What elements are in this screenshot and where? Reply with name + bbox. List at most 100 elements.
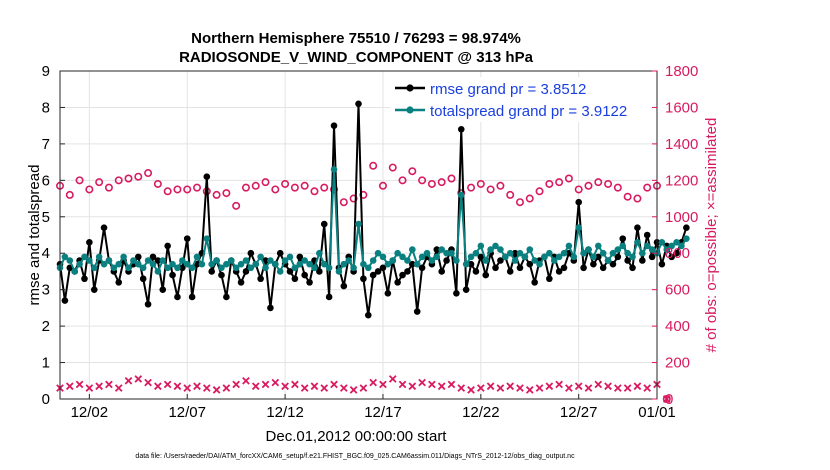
rmse-point [169,271,176,279]
spread-point [281,257,289,264]
rmse-point [555,268,563,275]
spread-point [76,260,83,268]
spread-point [301,257,308,264]
obs-assimilated-marker [476,384,485,392]
obs-possible-marker [114,176,123,185]
rmse-point [546,275,553,283]
spread-point [169,260,176,268]
spread-point [320,260,328,268]
spread-point [506,249,514,257]
obs-possible-marker [467,183,476,192]
obs-assimilated-marker [242,376,250,385]
obs-assimilated-stroke [604,382,612,391]
rmse-point [144,300,152,308]
spread-point [663,246,671,253]
obs-possible-marker [584,181,593,190]
rmse-point [139,275,147,283]
rmse-point [276,249,284,257]
rmse-point [267,304,274,312]
obs-assimilated-stroke [545,382,554,391]
obs-assimilated-stroke [565,384,573,392]
rmse-point [624,257,631,264]
obs-possible-marker [95,178,104,187]
obs-assimilated-stroke [408,382,417,391]
spread-point [174,264,181,272]
obs-possible-marker [643,183,652,192]
obs-assimilated-marker [388,375,397,383]
spread-point [438,246,445,253]
rmse-point [453,290,460,297]
spread-point [384,260,392,268]
rmse-point [286,268,294,275]
spread-point [467,253,475,261]
obs-possible-marker [388,163,397,172]
x-tick-label: 12/12 [266,404,304,421]
spread-point [502,253,509,261]
obs-assimilated-stroke [261,380,270,389]
footnote-datafile: data file: /Users/raeder/DAI/ATM_forcXX/… [135,453,575,460]
obs-possible-marker [408,167,417,176]
rmse-point [404,268,411,275]
spread-point [252,260,260,268]
spread-point [286,253,294,261]
obs-assimilated-stroke [643,384,652,392]
obs-assimilated-stroke [291,380,299,389]
obs-assimilated-marker [359,384,368,392]
left-axis-label: rmse and totalspread [26,165,43,306]
obs-possible-marker [320,183,329,192]
x-tick-label: 12/07 [168,404,206,421]
obs-assimilated-marker [437,382,446,391]
spread-point [497,246,504,253]
spread-point [276,268,284,275]
obs-possible-marker [124,174,133,183]
x-axis-label: Dec.01,2012 00:00:00 start [266,428,448,445]
obs-possible-marker [241,183,250,192]
rmse-point [340,282,348,290]
spread-point [179,257,186,264]
obs-possible-marker [144,169,153,178]
obs-assimilated-marker [202,384,211,392]
obs-possible-marker [486,185,495,194]
obs-assimilated-marker [408,382,417,391]
spread-point [61,253,69,261]
right-tick-label: 200 [665,355,690,372]
obs-assimilated-stroke [535,384,544,392]
left-tick-label: 1 [42,355,50,372]
spread-point [404,257,411,264]
plot-frame [59,70,658,400]
spread-point [433,253,441,261]
spread-point [100,260,108,268]
obs-possible-marker [183,185,192,194]
x-tick-label: 01/01 [638,404,676,421]
obs-assimilated-marker [222,384,231,392]
obs-assimilated-stroke [506,382,515,391]
rmse-point [580,264,587,272]
rmse-point [218,271,225,279]
rmse-point [506,268,514,275]
spread-point [379,253,387,261]
right-tick-label: 1600 [665,99,698,116]
spread-point [86,257,93,264]
rmse-point [594,253,602,261]
left-tick-label: 0 [42,391,50,408]
obs-assimilated-stroke [65,382,74,391]
rmse-point [364,311,372,319]
obs-assimilated-stroke [359,384,368,392]
spread-point [242,257,250,264]
spread-point [139,264,147,272]
chart-title-line1: Northern Hemisphere 75510 / 76293 = 98.9… [191,30,521,47]
obs-assimilated-marker [183,384,192,392]
obs-assimilated-stroke [633,382,642,391]
rmse-point [511,249,519,257]
obs-assimilated-marker [320,384,329,392]
left-tick-label: 7 [42,136,50,153]
obs-possible-marker [545,179,554,188]
rmse-point [639,257,646,264]
obs-possible-marker [85,185,94,194]
obs-assimilated-marker [614,384,622,392]
obs-assimilated-stroke [281,382,289,391]
left-tick-label: 3 [42,282,50,299]
obs-possible-marker [574,185,583,194]
rmse-point [247,249,255,257]
obs-assimilated-marker [173,382,182,391]
